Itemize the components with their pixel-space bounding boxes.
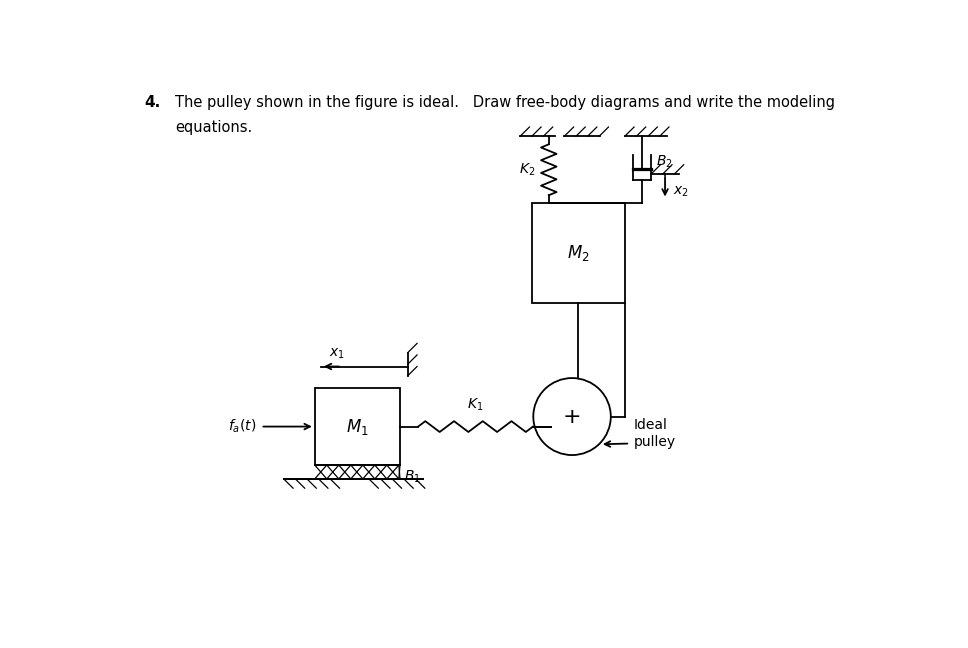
Bar — [531, 203, 624, 303]
Text: $B_2$: $B_2$ — [655, 154, 673, 170]
Text: $M_2$: $M_2$ — [567, 243, 590, 263]
Bar — [315, 388, 400, 465]
Text: 4.: 4. — [144, 95, 161, 110]
Text: $x_2$: $x_2$ — [673, 185, 688, 199]
Text: $x_1$: $x_1$ — [328, 347, 345, 361]
Text: +: + — [562, 406, 582, 426]
Text: Ideal
pulley: Ideal pulley — [634, 419, 677, 448]
Text: equations.: equations. — [175, 120, 253, 135]
Text: $K_1$: $K_1$ — [468, 397, 484, 413]
Text: $B_1$: $B_1$ — [404, 469, 421, 485]
Text: The pulley shown in the figure is ideal.   Draw free-body diagrams and write the: The pulley shown in the figure is ideal.… — [175, 95, 835, 110]
Text: $M_1$: $M_1$ — [346, 417, 369, 437]
Text: $K_2$: $K_2$ — [519, 161, 535, 178]
Text: $f_a(t)$: $f_a(t)$ — [228, 418, 257, 435]
